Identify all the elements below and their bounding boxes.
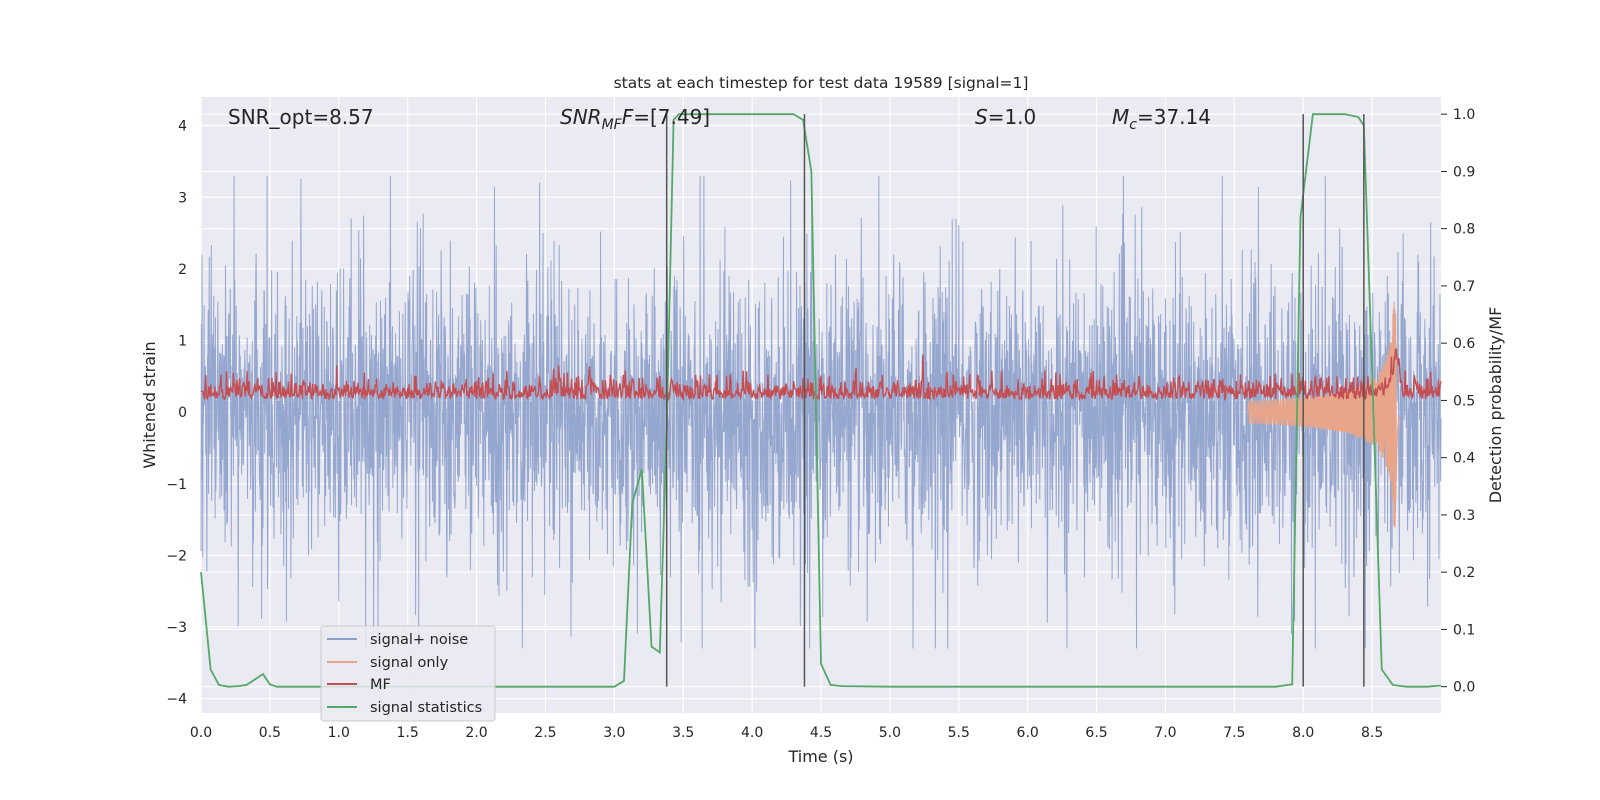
y-right-tick-label: 0.3 xyxy=(1453,508,1475,524)
series-signal-noise xyxy=(200,175,1442,649)
y-tick-label: 2 xyxy=(178,262,187,278)
x-tick-label: 8.5 xyxy=(1361,725,1383,741)
y-tick-label: 1 xyxy=(178,334,187,350)
vertical-markers xyxy=(665,114,1365,687)
y-right-tick-label: 0.7 xyxy=(1453,279,1475,295)
y-right-tick-label: 0.6 xyxy=(1453,336,1475,352)
x-tick-label: 4.5 xyxy=(810,725,832,741)
y-tick-label: 0 xyxy=(178,405,187,421)
y-axis-left-ticks: −4 −3 −2 −1 0 1 2 3 4 xyxy=(166,119,187,708)
y-right-tick-label: 0.0 xyxy=(1453,680,1475,696)
x-tick-label: 2.0 xyxy=(465,725,487,741)
y-tick-label: 3 xyxy=(178,190,187,206)
annotation-s: S=1.0 xyxy=(975,105,1036,129)
annotation-snr-opt: SNR_opt=8.57 xyxy=(228,105,374,129)
y-right-tick-label: 0.8 xyxy=(1453,222,1475,238)
y-right-tick-label: 0.1 xyxy=(1453,622,1475,638)
y-right-tick-label: 1.0 xyxy=(1453,107,1475,123)
y-tick-label: −2 xyxy=(166,548,187,564)
y-axis-right-ticks: 0.0 0.1 0.2 0.3 0.4 0.5 0.6 0.7 0.8 0.9 1.0 xyxy=(1441,107,1475,696)
x-tick-label: 3.0 xyxy=(603,725,625,741)
y-axis-right-label: Detection probability/MF xyxy=(1486,307,1505,504)
y-right-tick-label: 0.4 xyxy=(1453,451,1475,467)
x-tick-label: 1.5 xyxy=(397,725,419,741)
x-tick-label: 1.0 xyxy=(328,725,350,741)
annotation-mc: Mc=37.14 xyxy=(1112,105,1211,133)
x-axis-label: Time (s) xyxy=(787,747,853,766)
x-tick-label: 2.5 xyxy=(534,725,556,741)
annotation-snr-mf: SNRMFF=[7.49] xyxy=(560,105,710,133)
x-axis-ticks: 0.0 0.5 1.0 1.5 2.0 2.5 3.0 3.5 4.0 4.5 5.0 5.5 6.0 6… xyxy=(190,725,1383,741)
x-tick-label: 8.0 xyxy=(1292,725,1314,741)
x-tick-label: 0.0 xyxy=(190,725,212,741)
x-tick-label: 6.0 xyxy=(1017,725,1039,741)
y-tick-label: −1 xyxy=(166,477,187,493)
y-right-tick-label: 0.9 xyxy=(1453,164,1475,180)
x-tick-label: 6.5 xyxy=(1085,725,1107,741)
legend-label-signal-noise: signal+ noise xyxy=(370,632,468,648)
x-tick-label: 3.5 xyxy=(672,725,694,741)
x-tick-label: 5.5 xyxy=(948,725,970,741)
y-right-tick-label: 0.2 xyxy=(1453,565,1475,581)
legend-box xyxy=(320,625,496,722)
x-tick-label: 0.5 xyxy=(259,725,281,741)
series-signal-statistics xyxy=(200,113,1442,688)
y-axis-label: Whitened strain xyxy=(140,341,159,468)
signal-statistics-line xyxy=(200,113,1442,688)
signal-only-line xyxy=(1247,301,1401,528)
chart-title: stats at each timestep for test data 195… xyxy=(614,74,1029,92)
y-right-tick-label: 0.5 xyxy=(1453,393,1475,409)
legend-label-signal-only: signal only xyxy=(370,655,449,671)
x-tick-label: 7.5 xyxy=(1223,725,1245,741)
series-signal-only xyxy=(1247,301,1401,528)
x-tick-label: 7.0 xyxy=(1154,725,1176,741)
series-mf xyxy=(200,347,1442,402)
y-tick-label: 4 xyxy=(178,119,187,135)
signal-noise-line xyxy=(200,175,1442,649)
y-tick-label: −3 xyxy=(166,620,187,636)
x-tick-label: 4.0 xyxy=(741,725,763,741)
mf-line xyxy=(200,347,1442,402)
x-tick-label: 5.0 xyxy=(879,725,901,741)
legend: signal+ noise signal only MF signal stat… xyxy=(320,625,496,722)
legend-label-mf: MF xyxy=(370,677,391,693)
legend-label-signal-statistics: signal statistics xyxy=(370,700,482,716)
y-tick-label: −4 xyxy=(166,692,187,708)
